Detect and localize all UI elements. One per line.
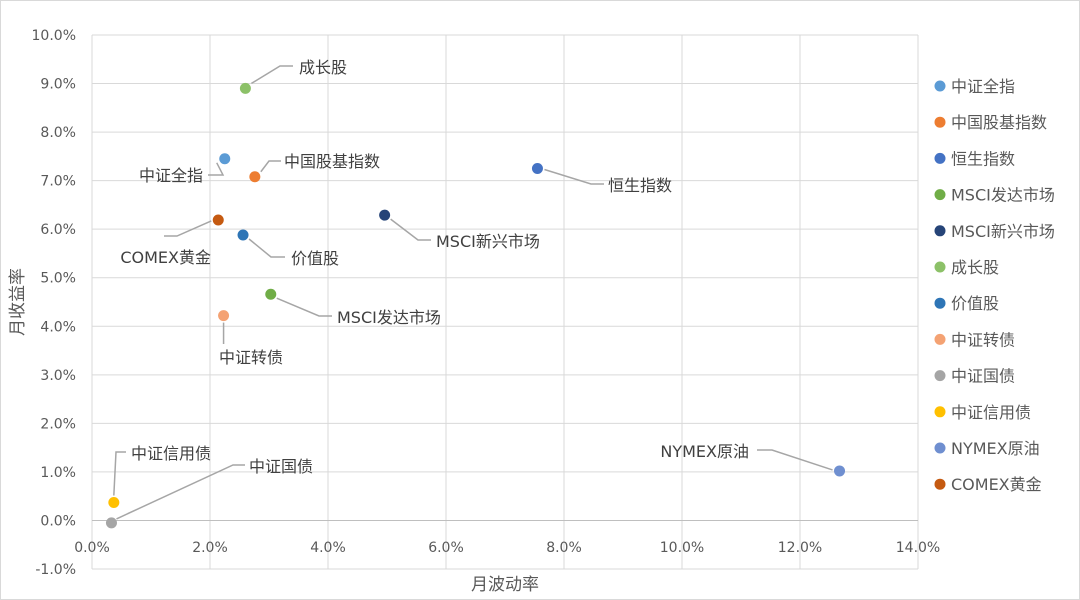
data-point (265, 288, 277, 300)
x-tick-label: 0.0% (74, 540, 110, 556)
x-axis-title: 月波动率 (471, 575, 539, 595)
data-label: NYMEX原油 (660, 442, 749, 461)
y-tick-label: 3.0% (40, 368, 76, 384)
x-tick-label: 4.0% (310, 540, 346, 556)
legend-label: 中国股基指数 (951, 113, 1047, 132)
legend-label: 中证信用债 (951, 403, 1031, 422)
data-label: 中证信用债 (131, 444, 211, 463)
data-point (531, 163, 543, 174)
legend-marker (934, 80, 946, 92)
legend-marker (934, 478, 946, 490)
legend-marker (934, 406, 946, 418)
legend-marker (934, 370, 946, 382)
y-tick-label: 0.0% (40, 513, 76, 529)
y-tick-label: 1.0% (40, 465, 76, 481)
legend-marker (934, 225, 946, 237)
leader-line (390, 218, 431, 241)
legend-marker (934, 297, 946, 309)
leader-line (208, 162, 225, 176)
x-tick-label: 6.0% (428, 540, 464, 556)
data-point (108, 496, 120, 508)
data-label: 成长股 (299, 58, 347, 77)
y-tick-label: 6.0% (40, 222, 76, 238)
leader-line (116, 464, 245, 520)
y-tick-label: 2.0% (40, 416, 76, 432)
y-tick-label: 7.0% (40, 174, 76, 190)
y-tick-label: -1.0% (35, 562, 76, 578)
legend-label: 中证转债 (951, 330, 1015, 349)
leader-line (260, 160, 281, 173)
legend-label: 中证全指 (951, 77, 1015, 96)
leader-line (248, 238, 285, 258)
legend-label: NYMEX原油 (951, 439, 1040, 458)
legend-marker (934, 189, 946, 201)
leader-line (276, 297, 332, 317)
x-tick-label: 12.0% (778, 540, 822, 556)
legend-label: 恒生指数 (951, 149, 1015, 168)
x-tick-label: 8.0% (546, 540, 582, 556)
label-leader-lines (113, 65, 833, 520)
legend-label: 成长股 (951, 258, 999, 277)
legend-marker (934, 152, 946, 164)
data-label: MSCI发达市场 (337, 308, 441, 327)
legend-label: MSCI发达市场 (951, 186, 1055, 205)
data-point (218, 310, 230, 322)
y-axis-ticks: -1.0% 0.0% 1.0% 2.0% 3.0% 4.0% 5.0% 6.0% 7.0% 8.0… (32, 28, 76, 578)
y-tick-label: 9.0% (40, 77, 76, 93)
x-tick-label: 14.0% (896, 540, 940, 556)
x-axis-ticks: 0.0% 2.0% 4.0% 6.0% 8.0% 10.0% 12.0% 14.0% (74, 540, 940, 556)
y-tick-label: 4.0% (40, 319, 76, 335)
x-tick-label: 10.0% (660, 540, 704, 556)
data-point (239, 82, 251, 94)
data-point (219, 153, 231, 165)
data-point (237, 229, 249, 241)
data-points (105, 82, 846, 529)
legend-marker (934, 261, 946, 273)
data-label: COMEX黄金 (120, 248, 211, 267)
y-axis-title: 月收益率 (8, 268, 28, 336)
data-label: 中国股基指数 (284, 152, 380, 171)
data-label: 价值股 (291, 249, 339, 268)
y-tick-label: 10.0% (32, 28, 76, 44)
legend-marker (934, 116, 946, 128)
legend-label: MSCI新兴市场 (951, 222, 1055, 241)
data-label: 恒生指数 (608, 176, 672, 195)
data-point (379, 209, 391, 221)
data-point (105, 517, 117, 529)
leader-line (164, 220, 212, 237)
data-point (249, 171, 261, 183)
leader-line (113, 451, 126, 496)
leader-line (251, 65, 293, 85)
y-tick-label: 5.0% (40, 271, 76, 287)
grid-lines (91, 34, 919, 570)
legend-marker (934, 442, 946, 454)
legend-label: COMEX黄金 (951, 475, 1042, 494)
leader-line (757, 449, 833, 471)
legend-marker (934, 333, 946, 345)
data-point (212, 214, 224, 226)
x-tick-label: 2.0% (192, 540, 228, 556)
data-point (834, 465, 846, 477)
y-tick-label: 8.0% (40, 125, 76, 141)
leader-line (544, 168, 604, 185)
data-label: 中证转债 (219, 348, 283, 367)
legend-label: 中证国债 (951, 367, 1015, 386)
data-label: 中证全指 (139, 166, 203, 185)
legend-label: 价值股 (951, 294, 999, 313)
data-label: MSCI新兴市场 (436, 232, 540, 251)
data-label: 中证国债 (249, 457, 313, 476)
